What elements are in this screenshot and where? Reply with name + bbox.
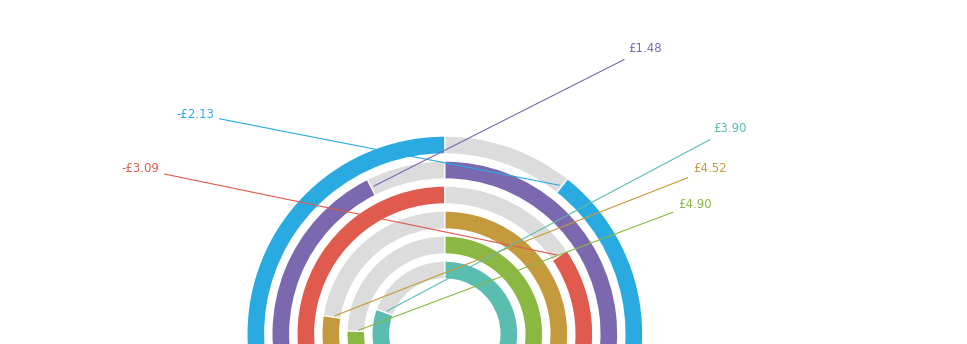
Wedge shape bbox=[297, 186, 593, 344]
Wedge shape bbox=[347, 236, 542, 334]
Wedge shape bbox=[297, 186, 593, 334]
Wedge shape bbox=[272, 161, 618, 334]
Wedge shape bbox=[372, 261, 517, 344]
Wedge shape bbox=[247, 136, 643, 334]
Wedge shape bbox=[247, 136, 643, 344]
Text: £4.52: £4.52 bbox=[335, 162, 727, 316]
Wedge shape bbox=[272, 161, 618, 344]
Text: £4.90: £4.90 bbox=[359, 197, 712, 330]
Wedge shape bbox=[322, 211, 568, 334]
Wedge shape bbox=[347, 236, 542, 344]
Text: £3.90: £3.90 bbox=[387, 122, 747, 311]
Text: -£3.09: -£3.09 bbox=[121, 162, 557, 255]
Text: -£2.13: -£2.13 bbox=[176, 107, 559, 185]
Wedge shape bbox=[372, 261, 517, 334]
Text: £1.48: £1.48 bbox=[374, 43, 661, 186]
Wedge shape bbox=[322, 211, 568, 344]
